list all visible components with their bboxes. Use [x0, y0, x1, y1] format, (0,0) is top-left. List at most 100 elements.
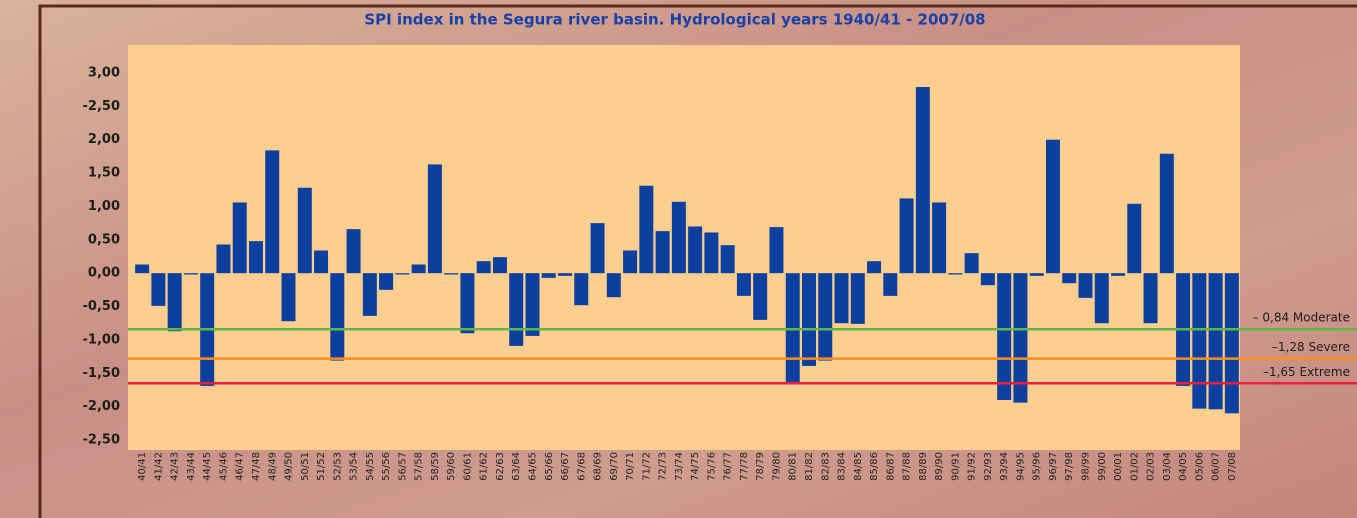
x-tick-label: 48/49 [267, 452, 278, 481]
bar [1224, 273, 1239, 414]
chart-title: SPI index in the Segura river basin. Hyd… [364, 11, 985, 29]
x-tick-label: 89/90 [934, 452, 945, 481]
x-tick-label: 74/75 [690, 452, 701, 481]
x-tick-label: 49/50 [284, 452, 295, 481]
x-tick-label: 44/45 [202, 452, 213, 481]
x-tick-label: 41/42 [153, 452, 164, 481]
x-tick-label: 05/06 [1194, 452, 1205, 481]
x-tick-label: 92/93 [983, 452, 994, 481]
bar [183, 273, 198, 275]
bar [753, 273, 768, 320]
bar [801, 273, 816, 366]
y-tick-label: -1,00 [83, 332, 120, 347]
x-tick-label: 86/87 [885, 452, 896, 481]
x-tick-label: 99/00 [1097, 452, 1108, 481]
bar [541, 273, 556, 278]
x-tick-label: 93/94 [999, 452, 1010, 481]
bar [1045, 139, 1060, 274]
y-tick-label: 2,00 [88, 132, 120, 147]
bar [639, 185, 654, 274]
x-tick-label: 59/60 [446, 452, 457, 481]
x-tick-label: 52/53 [332, 452, 343, 481]
bar [850, 273, 865, 324]
threshold-label: – 0,84 Moderate [1253, 311, 1350, 325]
bar [948, 273, 963, 275]
x-tick-label: 96/97 [1048, 452, 1059, 481]
x-tick-label: 01/02 [1129, 452, 1140, 481]
x-tick-label: 91/92 [967, 452, 978, 481]
y-tick-label: -2,00 [83, 399, 120, 414]
x-tick-label: 65/66 [544, 452, 555, 481]
x-tick-label: 84/85 [853, 452, 864, 481]
bar [151, 273, 166, 306]
bar [265, 150, 280, 274]
x-tick-label: 55/56 [381, 452, 392, 481]
x-tick-label: 04/05 [1178, 452, 1189, 481]
y-tick-label: 1,00 [88, 199, 120, 214]
bar [1208, 273, 1223, 410]
bar [1111, 273, 1126, 276]
x-tick-label: 50/51 [300, 452, 311, 481]
x-tick-label: 71/72 [641, 452, 652, 481]
x-tick-label: 82/83 [820, 452, 831, 481]
bar [655, 231, 670, 274]
x-tick-label: 72/73 [658, 452, 669, 481]
threshold-label: –1,28 Severe [1272, 340, 1350, 354]
y-tick-label: 1,50 [88, 166, 120, 181]
bar [476, 261, 491, 274]
bar [704, 232, 719, 274]
x-tick-label: 60/61 [462, 452, 473, 481]
x-tick-label: 87/88 [902, 452, 913, 481]
x-tick-label: 80/81 [788, 452, 799, 481]
bar [444, 273, 459, 275]
x-tick-label: 54/55 [365, 452, 376, 481]
x-tick-label: 62/63 [495, 452, 506, 481]
bar [623, 250, 638, 274]
bar [1062, 273, 1077, 284]
bar [899, 198, 914, 274]
bar [574, 273, 589, 306]
x-tick-label: 68/69 [593, 452, 604, 481]
bar [736, 273, 751, 296]
threshold-label: –1,65 Extreme [1263, 365, 1350, 379]
y-tick-label: -2,50 [83, 433, 120, 448]
y-tick-label: 0,50 [88, 232, 120, 247]
x-tick-label: 79/80 [771, 452, 782, 481]
bar [932, 202, 947, 274]
bar [964, 253, 979, 274]
x-tick-label: 51/52 [316, 452, 327, 481]
x-tick-label: 07/08 [1227, 452, 1238, 481]
bar [135, 264, 150, 274]
bar [785, 273, 800, 382]
bar [883, 273, 898, 296]
bar [915, 87, 930, 274]
frame [38, 4, 1357, 518]
x-tick-label: 69/70 [609, 452, 620, 481]
y-tick-label: 0,00 [88, 266, 120, 281]
x-tick-label: 75/76 [706, 452, 717, 481]
bar [314, 250, 329, 274]
bar [346, 229, 361, 274]
bar [1159, 153, 1174, 274]
bar [167, 273, 182, 332]
x-tick-label: 02/03 [1146, 452, 1157, 481]
bar [362, 273, 377, 316]
bar [411, 264, 426, 274]
x-tick-label: 83/84 [837, 452, 848, 481]
bar [867, 261, 882, 274]
x-tick-label: 40/41 [137, 452, 148, 481]
x-tick-label: 85/86 [869, 452, 880, 481]
bar [379, 273, 394, 290]
bar [558, 273, 573, 276]
x-tick-label: 88/89 [918, 452, 929, 481]
bar [330, 273, 345, 361]
x-tick-label: 90/91 [950, 452, 961, 481]
x-tick-label: 47/48 [251, 452, 262, 481]
x-tick-label: 46/47 [235, 452, 246, 481]
y-tick-label: -1,50 [83, 366, 120, 381]
bar [525, 273, 540, 336]
bar [590, 223, 605, 274]
bar [1192, 273, 1207, 409]
x-tick-label: 42/43 [170, 452, 181, 481]
